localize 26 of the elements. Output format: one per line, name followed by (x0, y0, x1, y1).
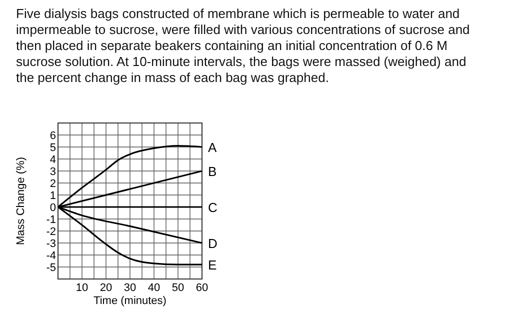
x-tick-label: 50 (172, 282, 184, 294)
y-tick-label: -4 (46, 250, 56, 262)
x-tick-label: 30 (124, 282, 136, 294)
text: Five dialysis bags constructed of membrane which is permeable to water and impermeable to sucrose, were filled with various concentrations of sucrose and then placed in separate beakers containing an initial concentration of 0.6 M sucrose solution. At 10-minute intervals, the bags were massed (weighed) and the percent change in mass of each bag was graphed. (16, 6, 471, 86)
x-tick-label: 10 (76, 282, 88, 294)
x-tick-label: 40 (148, 282, 160, 294)
y-axis-title: Mass Change (%) (15, 156, 27, 246)
y-tick-label: 6 (50, 130, 56, 142)
y-tick-label: 3 (50, 166, 56, 178)
series-label: D (208, 236, 218, 251)
y-tick-label: 4 (50, 154, 56, 166)
y-tick-label: 5 (50, 142, 56, 154)
series-label: C (208, 200, 218, 215)
y-tick-label: 2 (50, 178, 56, 190)
x-tick-label: 20 (100, 282, 112, 294)
series-label: A (208, 140, 217, 155)
x-axis-title: Time (minutes) (94, 295, 166, 307)
series-label: B (208, 164, 217, 179)
y-tick-label: -2 (46, 226, 56, 238)
x-tick-label: 60 (196, 282, 208, 294)
series-label: E (208, 258, 217, 273)
y-tick-label: -5 (46, 262, 56, 274)
y-tick-label: 1 (50, 190, 56, 202)
y-tick-label: -3 (46, 238, 56, 250)
y-tick-label: -1 (46, 214, 56, 226)
y-tick-label: 0 (50, 202, 56, 214)
